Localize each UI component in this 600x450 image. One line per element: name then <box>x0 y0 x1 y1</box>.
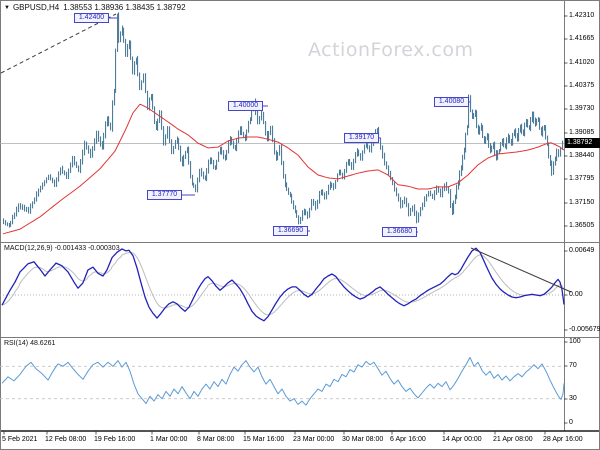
time-axis-label: 5 Feb 2021 <box>2 436 38 443</box>
macd-axis-label: 0.00649 <box>569 247 595 254</box>
macd-label: MACD(12,26,9) <box>4 245 53 252</box>
time-axis-label: 21 Apr 08:00 <box>493 436 533 443</box>
price-annotation-label[interactable]: 1.36690 <box>273 226 308 236</box>
price-axis-label: 1.36505 <box>569 222 595 229</box>
price-axis-label: 1.38440 <box>569 152 595 159</box>
rsi-label: RSI(14) <box>4 340 29 347</box>
price-axis-label: 1.41665 <box>569 35 595 42</box>
price-bars <box>3 12 564 228</box>
time-axis-label: 8 Mar 08:00 <box>197 436 235 443</box>
price-annotation-label[interactable]: 1.36680 <box>382 227 417 237</box>
rsi-axis-label: 0 <box>569 419 573 426</box>
price-axis-label: 1.39730 <box>569 105 595 112</box>
macd-signal-line <box>1 251 565 316</box>
time-axis-label: 1 Mar 00:00 <box>150 436 188 443</box>
axis-ticks <box>3 15 568 435</box>
macd-trendline[interactable] <box>470 247 572 293</box>
price-trendline[interactable] <box>0 13 117 74</box>
rsi-value: 48.6261 <box>30 340 56 347</box>
ohlc-readout: 1.38553 1.38936 1.38435 1.38792 <box>63 3 186 12</box>
rsi-line <box>1 356 565 406</box>
current-price-tag: 1.38792 <box>565 138 600 148</box>
time-axis-label: 19 Feb 16:00 <box>94 436 136 443</box>
time-axis-label: 28 Apr 16:00 <box>543 436 583 443</box>
rsi-axis-label: 100 <box>569 338 581 345</box>
price-axis-label: 1.40375 <box>569 82 595 89</box>
time-axis-label: 12 Feb 08:00 <box>45 436 87 443</box>
price-annotation-label[interactable]: 1.40080 <box>434 97 469 107</box>
time-axis-label: 30 Mar 08:00 <box>342 436 384 443</box>
price-axis-label: 1.37795 <box>569 175 595 182</box>
price-axis-label: 1.39085 <box>569 129 595 136</box>
price-axis-label: 1.42310 <box>569 12 595 19</box>
chart-header: ▼ GBPUSD,H4 1.38553 1.38936 1.38435 1.3879… <box>4 3 186 12</box>
symbol-timeframe: GBPUSD,H4 <box>12 3 60 12</box>
time-axis-label: 23 Mar 00:00 <box>293 436 335 443</box>
price-axis-label: 1.41020 <box>569 59 595 66</box>
price-axis-label: 1.37150 <box>569 199 595 206</box>
time-axis-label: 6 Apr 16:00 <box>390 436 426 443</box>
macd-values: -0.001433 -0.000303 <box>54 245 120 252</box>
price-annotation-label[interactable]: 1.42400 <box>74 13 109 23</box>
moving-average-line <box>2 103 565 235</box>
macd-line <box>1 247 565 322</box>
macd-axis-label: -0.005679 <box>569 326 600 333</box>
price-annotation-label[interactable]: 1.40000 <box>228 101 263 111</box>
price-annotation-label[interactable]: 1.39170 <box>344 133 379 143</box>
macd-indicator-header: MACD(12,26,9) -0.001433 -0.000303 <box>4 245 120 252</box>
expander-icon[interactable]: ▼ <box>4 5 10 11</box>
price-annotation-label[interactable]: 1.37770 <box>147 190 182 200</box>
time-axis-label: 14 Apr 00:00 <box>442 436 482 443</box>
watermark: ActionForex.com <box>308 39 474 61</box>
rsi-indicator-header: RSI(14) 48.6261 <box>4 340 55 347</box>
macd-axis-label: 0.00 <box>569 291 583 298</box>
time-axis-label: 15 Mar 16:00 <box>243 436 285 443</box>
rsi-axis-label: 30 <box>569 395 577 402</box>
rsi-axis-label: 70 <box>569 362 577 369</box>
